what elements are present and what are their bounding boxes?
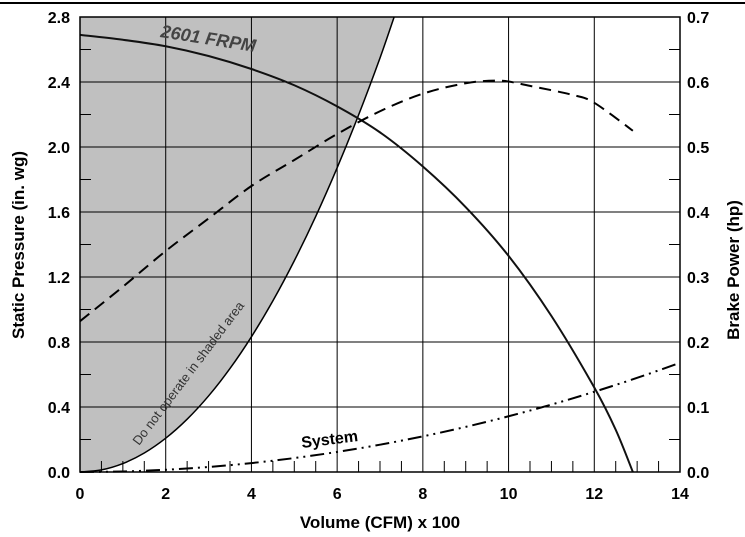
y-tick-label: 0.4 [48,400,70,417]
x-tick-label: 8 [418,486,427,503]
series-brake-power-line [79,79,634,322]
tick-layer: 0 2 4 6 8 10 12 14 0.0 0.4 0.8 1.2 1.6 2.0 2.4 2.8 0.0 0.… [48,10,710,503]
x-tick-label: 14 [671,486,689,503]
y-tick-label: 2.0 [48,140,70,157]
y2-tick-label: 0.2 [687,335,709,352]
y2-tick-label: 0.7 [687,10,709,27]
plot-frame [79,16,681,473]
y-tick-label: 1.6 [48,205,70,222]
x-tick-label: 2 [161,486,170,503]
x-tick-label: 6 [333,486,342,503]
y-tick-label: 1.2 [48,270,70,287]
y2-axis-label: Brake Power (hp) [724,200,743,340]
y2-tick-label: 0.4 [687,205,709,222]
shaded-region [80,17,395,472]
y-tick-label: 2.8 [48,10,70,27]
x-tick-label: 0 [76,486,85,503]
series-shaded-boundary-line [79,16,395,473]
y2-tick-label: 0.5 [687,140,709,157]
y2-tick-label: 0.6 [687,75,709,92]
y-tick-label: 2.4 [48,75,70,92]
y-tick-label: 0.8 [48,335,70,352]
series-system-line [79,361,681,473]
x-tick-label: 12 [585,486,603,503]
y-tick-label: 0.0 [48,465,70,482]
y2-tick-label: 0.3 [687,270,709,287]
y2-tick-label: 0.1 [687,400,709,417]
y2-tick-label: 0.0 [687,465,709,482]
system-curve-label: System [300,428,359,452]
shaded-area-layer [80,17,395,472]
x-tick-label: 4 [247,486,256,503]
x-tick-label: 10 [500,486,518,503]
grid-layer [80,17,680,472]
x-axis-label: Volume (CFM) x 100 [300,513,460,532]
series-fan-curve-line [79,33,634,473]
y-axis-label: Static Pressure (in. wg) [9,151,28,339]
curve-layer [79,16,681,473]
